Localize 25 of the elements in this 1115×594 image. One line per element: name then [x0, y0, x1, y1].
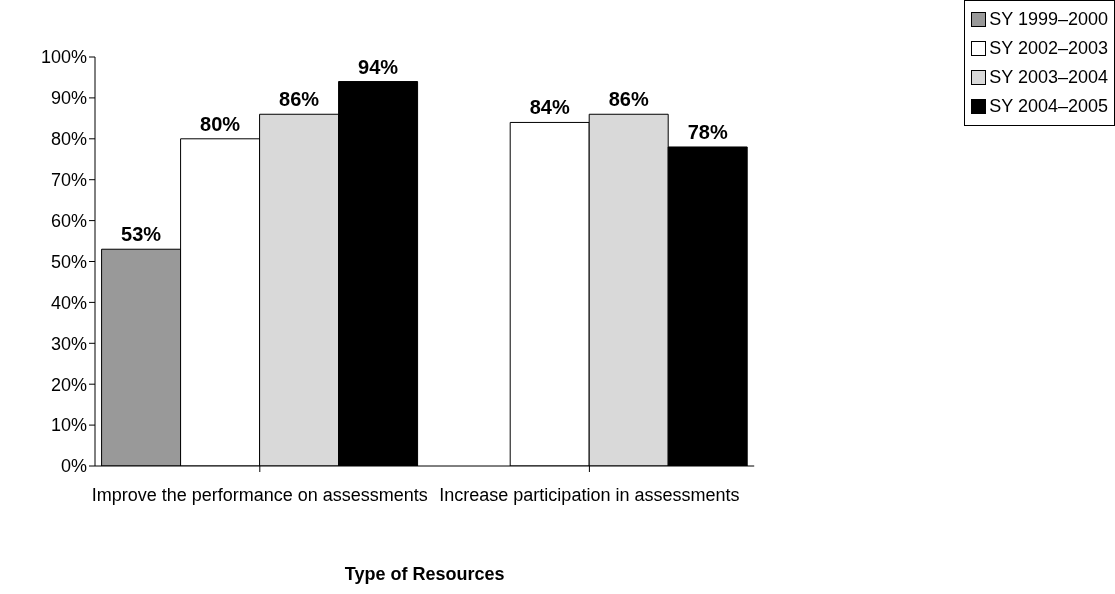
y-tick-label: 0% — [60, 456, 87, 477]
legend-label: SY 2004–2005 — [989, 96, 1108, 117]
legend-label: SY 2003–2004 — [989, 67, 1108, 88]
y-tick-label: 90% — [50, 88, 87, 109]
y-tick-label: 60% — [50, 210, 87, 231]
data-label: 84% — [529, 96, 570, 119]
y-tick-label: 30% — [50, 333, 87, 354]
data-label: 86% — [279, 88, 320, 111]
y-tick-label: 40% — [50, 292, 87, 313]
data-label: 80% — [200, 112, 241, 135]
data-label: 86% — [608, 88, 649, 111]
y-tick-label: 20% — [50, 374, 87, 395]
y-tick-label: 70% — [50, 170, 87, 191]
legend-label: SY 1999–2000 — [989, 9, 1108, 30]
y-tick-label: 100% — [40, 47, 87, 68]
x-axis-title: Type of Resources — [344, 564, 505, 584]
data-label: 94% — [358, 55, 399, 78]
y-tick-label: 10% — [50, 415, 87, 436]
x-tick-label: Increase participation in assessments — [439, 484, 740, 505]
y-tick-label: 80% — [50, 129, 87, 150]
data-label: 53% — [121, 223, 162, 246]
data-label: 78% — [687, 120, 728, 143]
y-tick-label: 50% — [50, 251, 87, 272]
legend-label: SY 2002–2003 — [989, 38, 1108, 59]
x-tick-label: Improve the performance on assessments — [91, 484, 428, 505]
